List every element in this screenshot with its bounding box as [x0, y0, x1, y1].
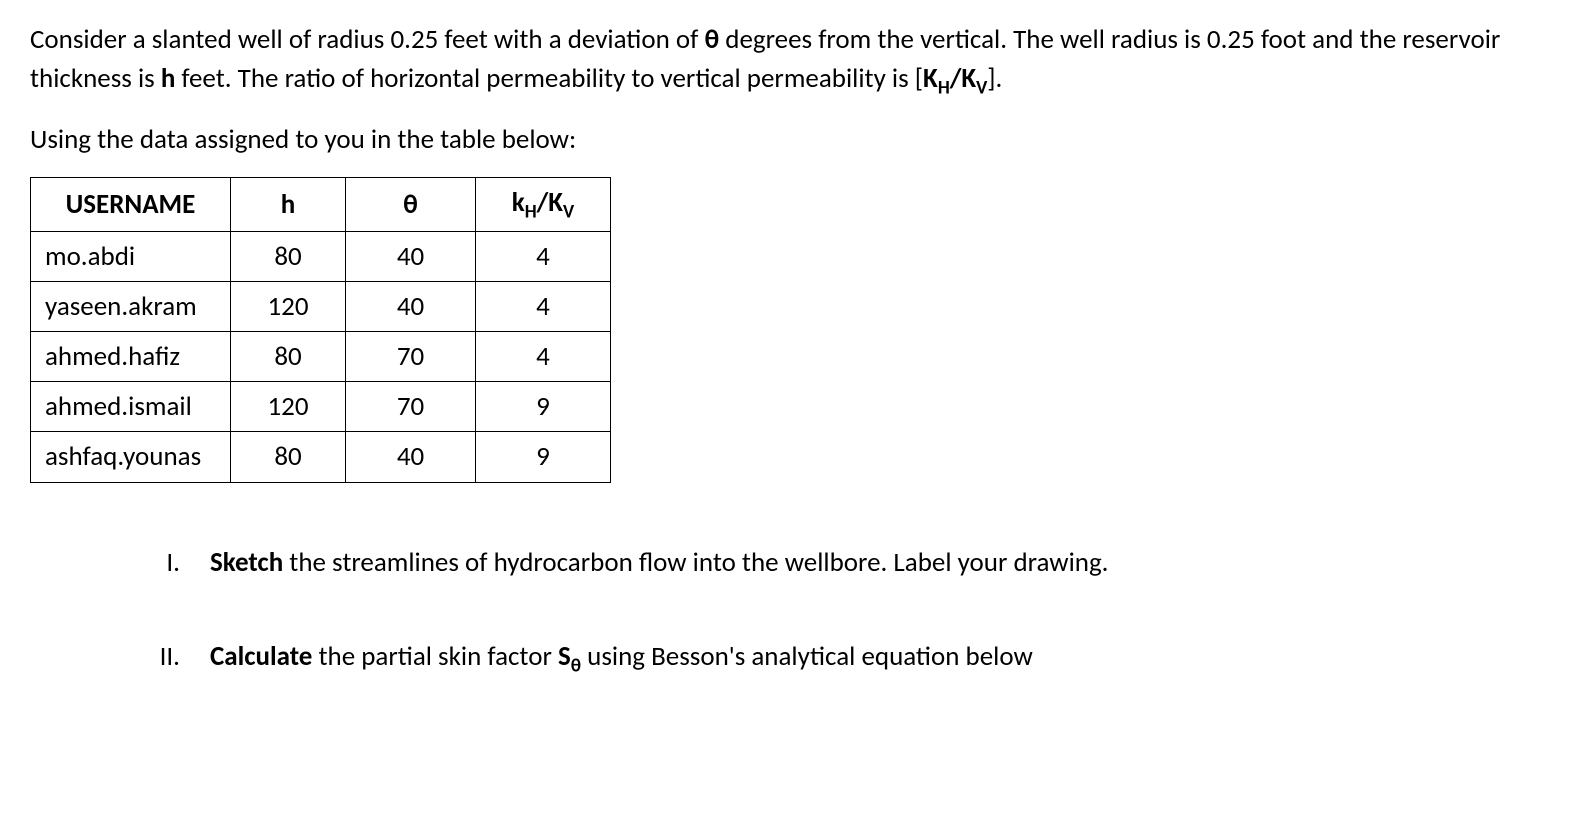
theta-subscript: θ	[571, 654, 581, 677]
cell-ratio: 9	[476, 382, 611, 432]
list-item-sketch: I. Sketch the streamlines of hydrocarbon…	[120, 543, 1540, 582]
cell-ratio: 4	[476, 332, 611, 382]
cell-theta: 40	[346, 432, 476, 482]
cell-h: 120	[231, 282, 346, 332]
table-row: mo.abdi 80 40 4	[31, 231, 611, 281]
list-content: Calculate the partial skin factor Sθ usi…	[210, 637, 1540, 680]
data-table: USERNAME h θ kH/KV mo.abdi 80 40 4 yasee…	[30, 177, 611, 483]
cell-username: yaseen.akram	[31, 282, 231, 332]
text-segment: ].	[987, 62, 1002, 95]
cell-ratio: 4	[476, 231, 611, 281]
task-list: I. Sketch the streamlines of hydrocarbon…	[30, 543, 1540, 680]
cell-ratio: 9	[476, 432, 611, 482]
h-symbol: h	[161, 62, 176, 95]
text-segment: using Besson's analytical equation below	[581, 640, 1033, 673]
text-segment: the streamlines of hydrocarbon flow into…	[283, 546, 1108, 579]
list-numeral: I.	[120, 543, 180, 582]
table-header-row: USERNAME h θ kH/KV	[31, 178, 611, 232]
bold-keyword: Calculate	[210, 640, 312, 673]
theta-symbol: θ	[704, 23, 719, 56]
kh-subscript: H	[938, 77, 950, 100]
table-row: ashfaq.younas 80 40 9	[31, 432, 611, 482]
list-numeral: II.	[120, 637, 180, 676]
cell-theta: 70	[346, 332, 476, 382]
cell-username: ahmed.hafiz	[31, 332, 231, 382]
cell-h: 80	[231, 432, 346, 482]
cell-theta: 70	[346, 382, 476, 432]
list-item-calculate: II. Calculate the partial skin factor Sθ…	[120, 637, 1540, 680]
text-segment: Consider a slanted well of radius 0.25 f…	[30, 23, 704, 56]
table-row: yaseen.akram 120 40 4	[31, 282, 611, 332]
kv-subscript: V	[976, 77, 987, 100]
header-ratio: kH/KV	[476, 178, 611, 232]
cell-username: ahmed.ismail	[31, 382, 231, 432]
cell-ratio: 4	[476, 282, 611, 332]
cell-username: mo.abdi	[31, 231, 231, 281]
cell-h: 120	[231, 382, 346, 432]
s-symbol: S	[558, 640, 571, 673]
header-theta: θ	[346, 178, 476, 232]
cell-h: 80	[231, 231, 346, 281]
table-row: ahmed.ismail 120 70 9	[31, 382, 611, 432]
cell-theta: 40	[346, 231, 476, 281]
kv-symbol: K	[961, 62, 976, 95]
slash-symbol: /	[950, 62, 962, 95]
header-h: h	[231, 178, 346, 232]
kh-symbol: K	[923, 62, 938, 95]
cell-h: 80	[231, 332, 346, 382]
cell-username: ashfaq.younas	[31, 432, 231, 482]
header-username: USERNAME	[31, 178, 231, 232]
cell-theta: 40	[346, 282, 476, 332]
text-segment: feet. The ratio of horizontal permeabili…	[175, 62, 923, 95]
paragraph-instruction: Using the data assigned to you in the ta…	[30, 120, 1540, 159]
paragraph-problem-statement: Consider a slanted well of radius 0.25 f…	[30, 20, 1540, 102]
list-content: Sketch the streamlines of hydrocarbon fl…	[210, 543, 1540, 582]
text-segment: the partial skin factor	[312, 640, 558, 673]
bold-keyword: Sketch	[210, 546, 283, 579]
table-row: ahmed.hafiz 80 70 4	[31, 332, 611, 382]
